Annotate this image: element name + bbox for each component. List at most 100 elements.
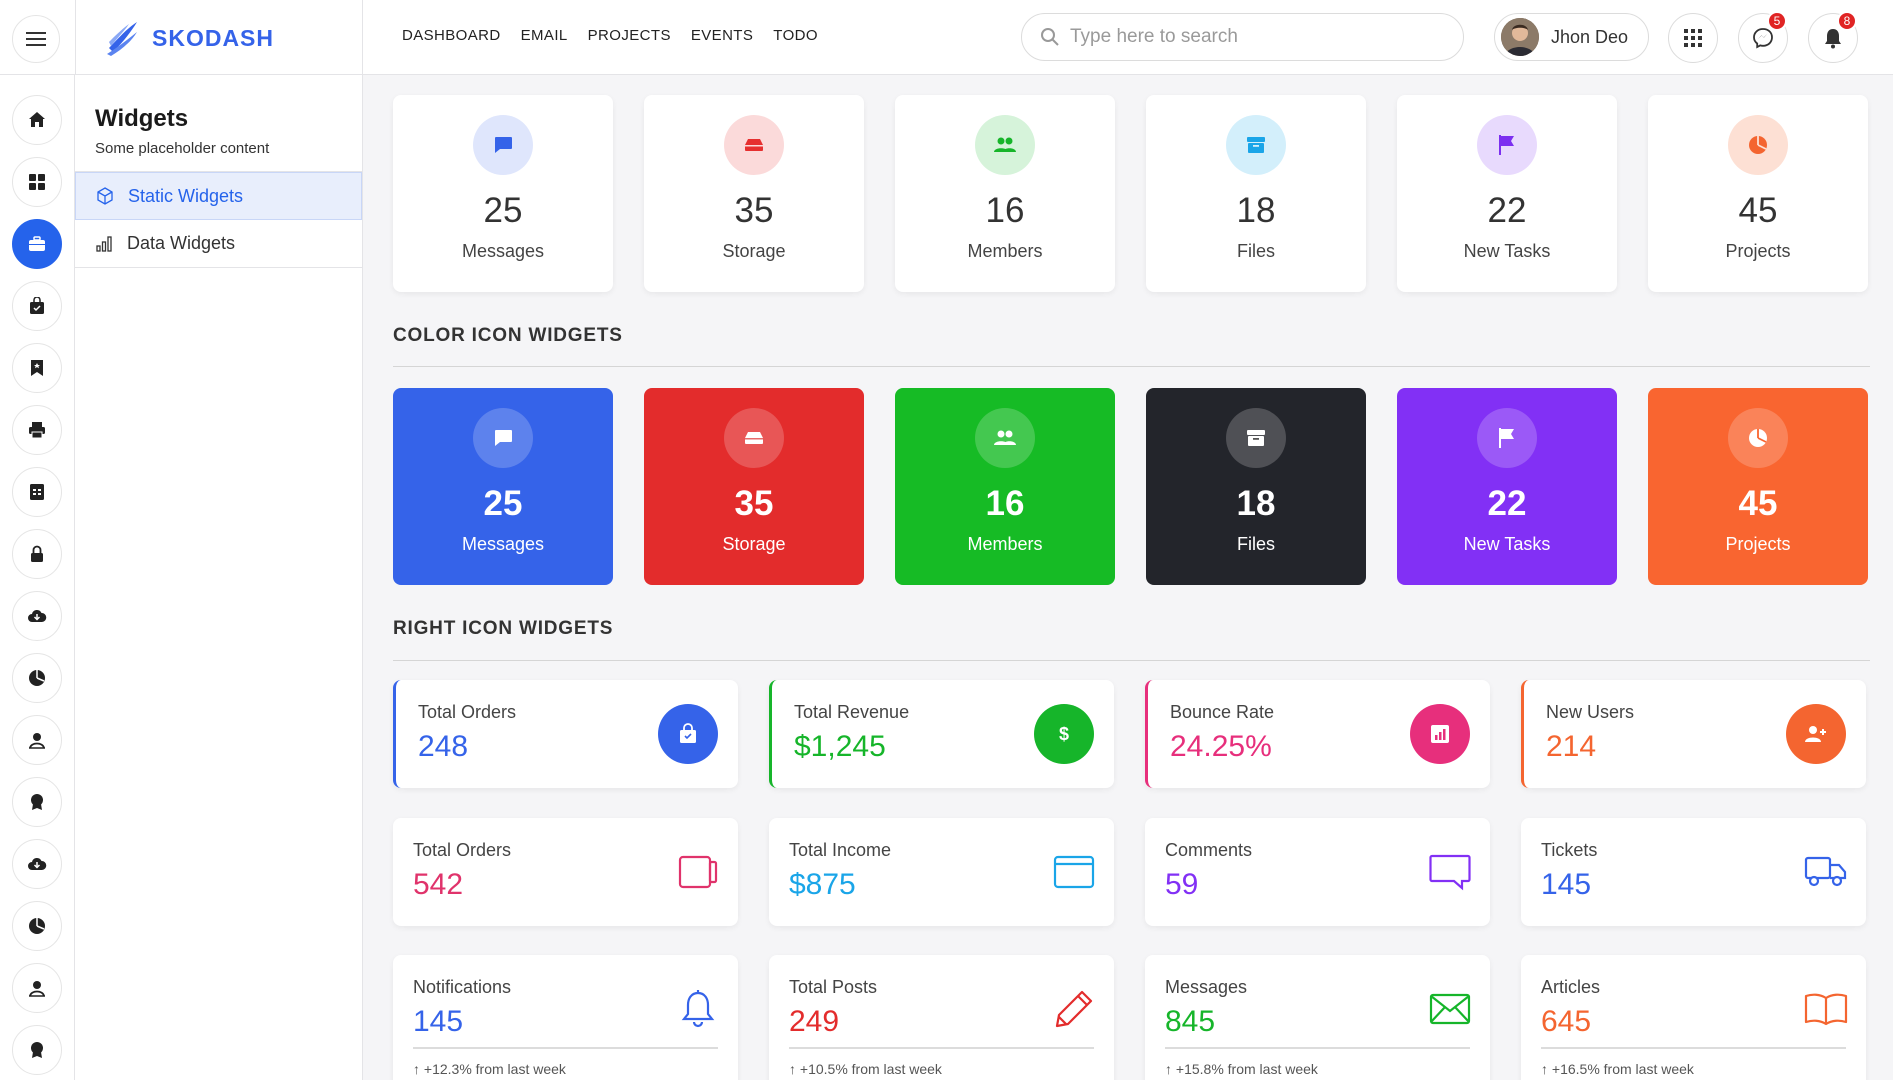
chat-icon [495, 430, 512, 446]
color-card-value: 35 [734, 484, 774, 523]
widget-value: 24.25% [1170, 730, 1272, 763]
stat-card-new-tasks: 22 New Tasks [1397, 95, 1617, 292]
color-card-label: New Tasks [1463, 534, 1551, 554]
rail-profile[interactable] [12, 715, 62, 765]
rail-awards[interactable] [12, 777, 62, 827]
color-icon-circle [473, 408, 533, 468]
rail-widgets[interactable] [12, 219, 62, 269]
brand-name[interactable]: SKODASH [152, 25, 275, 51]
widget-value: 145 [1541, 868, 1592, 901]
people-icon [994, 137, 1016, 152]
brand-logo-icon[interactable] [103, 18, 143, 58]
search-input[interactable] [1070, 26, 1440, 48]
stat-icon-circle [724, 115, 784, 175]
grid-icon [29, 174, 45, 190]
apps-grid-icon [1684, 29, 1702, 47]
widget-title: Total Income [789, 840, 892, 860]
messenger-icon [1753, 28, 1773, 49]
color-card-value: 16 [985, 484, 1025, 523]
lock-icon [31, 545, 43, 562]
stat-label: Members [967, 241, 1043, 261]
notifications-button[interactable]: 8 [1808, 11, 1858, 63]
color-card-label: Projects [1725, 534, 1791, 554]
section-title-color-widgets: COLOR ICON WIDGETS [393, 325, 623, 346]
bar-chart-icon [95, 235, 117, 253]
flag-icon [1499, 135, 1514, 155]
pie-chart-icon [1749, 429, 1767, 447]
pencil-icon [1052, 987, 1096, 1031]
widget-footer: ↑ +15.8% from last week [1165, 1047, 1470, 1077]
rail-dashboard[interactable] [12, 157, 62, 207]
rail-charts-2[interactable] [12, 901, 62, 951]
hdd-icon [745, 432, 763, 444]
rail-home[interactable] [12, 95, 62, 145]
main-content: 25 Messages 35 Storage 16 Members 18 Fil… [363, 75, 1893, 1080]
flag-icon [1499, 428, 1514, 448]
rail-downloads-2[interactable] [12, 839, 62, 889]
notifications-badge: 8 [1837, 11, 1857, 31]
wallet-icon [676, 850, 720, 894]
rail-tables[interactable] [12, 467, 62, 517]
bar-chart-icon [1410, 704, 1470, 764]
submenu-panel: Widgets Some placeholder content Static … [75, 75, 363, 1080]
stat-value: 45 [1738, 191, 1778, 230]
rail-bookmarks[interactable] [12, 343, 62, 393]
comment-icon [1428, 850, 1472, 894]
submenu-title: Widgets [95, 105, 189, 132]
cube-icon [96, 187, 118, 205]
menu-toggle-button[interactable] [12, 15, 60, 63]
stat-label: Storage [722, 241, 786, 261]
rail-authentication[interactable] [12, 529, 62, 579]
nav-events[interactable]: EVENTS [690, 27, 754, 44]
stat-label: Projects [1725, 241, 1791, 261]
color-icon-circle [1477, 408, 1537, 468]
widget-title: Total Orders [413, 840, 512, 860]
widget-value: 59 [1165, 868, 1199, 901]
widget-title: Comments [1165, 840, 1253, 860]
nav-todo[interactable]: TODO [773, 27, 818, 44]
apps-button[interactable] [1668, 13, 1718, 63]
stat-label: New Tasks [1463, 241, 1551, 261]
stat-icon-circle [1477, 115, 1537, 175]
widget-bounce-rate: Bounce Rate 24.25% [1145, 680, 1490, 788]
stat-card-members: 16 Members [895, 95, 1115, 292]
pie-chart-icon [29, 670, 45, 686]
section-divider [393, 366, 1870, 367]
rail-downloads[interactable] [12, 591, 62, 641]
person-icon [29, 981, 45, 997]
rail-shop[interactable] [12, 281, 62, 331]
widget-value: 248 [418, 730, 469, 763]
nav-projects[interactable]: PROJECTS [587, 27, 671, 44]
widget-footer: ↑ +10.5% from last week [789, 1047, 1094, 1077]
dollar-icon: $ [1034, 704, 1094, 764]
widget-value: 145 [413, 1005, 464, 1038]
messenger-button[interactable]: 5 [1738, 11, 1788, 63]
color-card-files: 18 Files [1146, 388, 1366, 585]
submenu-item-static-widgets[interactable]: Static Widgets [75, 172, 362, 220]
rail-charts[interactable] [12, 653, 62, 703]
color-card-value: 25 [483, 484, 523, 523]
credit-card-icon [1052, 850, 1096, 894]
color-card-label: Storage [722, 534, 786, 554]
color-card-messages: 25 Messages [393, 388, 613, 585]
widget-total-revenue: Total Revenue $1,245 $ [769, 680, 1114, 788]
bell-icon [676, 987, 720, 1031]
color-icon-circle [1728, 408, 1788, 468]
briefcase-icon [29, 236, 45, 251]
truck-icon [1804, 850, 1848, 894]
rail-profile-2[interactable] [12, 963, 62, 1013]
color-card-value: 22 [1487, 484, 1527, 523]
color-card-label: Messages [461, 534, 545, 554]
widget-articles: Articles 645 ↑ +16.5% from last week [1521, 955, 1866, 1080]
widget-title: Total Revenue [794, 702, 910, 722]
rail-print[interactable] [12, 405, 62, 455]
rail-awards-2[interactable] [12, 1025, 62, 1075]
nav-email[interactable]: EMAIL [520, 27, 568, 44]
user-menu[interactable]: Jhon Deo [1494, 13, 1649, 61]
cloud-download-icon [28, 857, 47, 870]
submenu-item-data-widgets[interactable]: Data Widgets [75, 220, 362, 268]
stat-value: 25 [483, 191, 523, 230]
submenu-caption: Some placeholder content [95, 140, 270, 157]
nav-dashboard[interactable]: DASHBOARD [402, 27, 501, 44]
stat-card-files: 18 Files [1146, 95, 1366, 292]
